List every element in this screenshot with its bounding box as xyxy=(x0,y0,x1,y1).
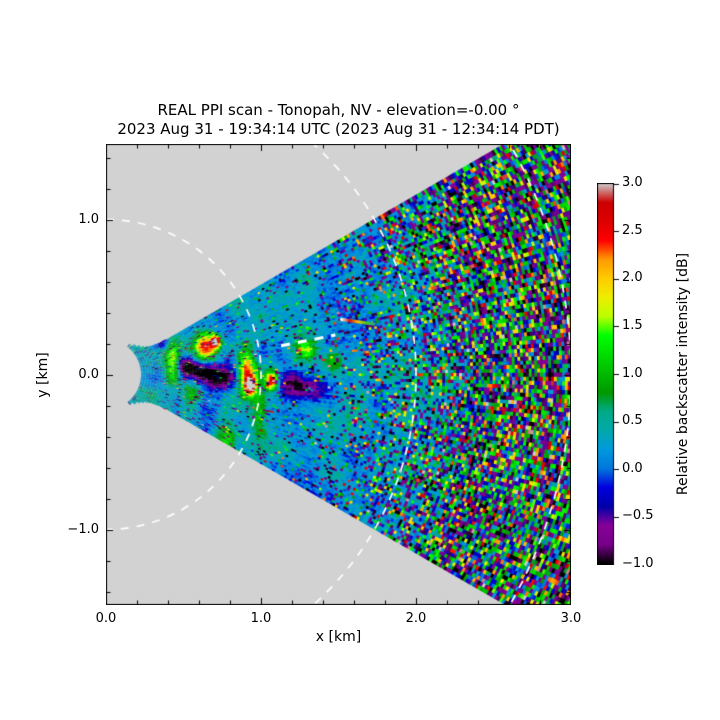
y-axis-label: y [km] xyxy=(35,352,51,398)
x-axis-label: x [km] xyxy=(315,629,362,645)
colorbar-tick-label: 2.5 xyxy=(622,222,643,238)
ppi-scan-canvas xyxy=(106,144,571,605)
colorbar-canvas xyxy=(597,183,620,565)
x-tick-label: 2.0 xyxy=(405,611,427,626)
y-tick-label: 0.0 xyxy=(78,366,99,382)
x-tick-label: 3.0 xyxy=(560,611,582,626)
colorbar-label: Relative backscatter intensity [dB] xyxy=(675,252,691,496)
y-tick-label: 1.0 xyxy=(78,211,99,227)
plot-title: REAL PPI scan - Tonopah, NV - elevation=… xyxy=(157,101,520,119)
plot-subtitle: 2023 Aug 31 - 19:34:14 UTC (2023 Aug 31 … xyxy=(117,120,560,138)
colorbar-tick-label: −0.5 xyxy=(622,508,654,524)
x-tick-label: 1.0 xyxy=(250,611,272,626)
x-tick-label: 0.0 xyxy=(95,611,117,626)
colorbar-tick-label: 0.0 xyxy=(622,460,643,476)
y-tick-label: −1.0 xyxy=(67,521,99,537)
colorbar-tick-label: 2.0 xyxy=(622,270,643,286)
colorbar-tick-label: 1.0 xyxy=(622,365,643,381)
colorbar-tick-label: −1.0 xyxy=(622,556,654,571)
colorbar-tick-label: 3.0 xyxy=(622,175,643,190)
colorbar-tick-label: 1.5 xyxy=(622,317,643,333)
colorbar-tick-label: 0.5 xyxy=(622,413,643,429)
